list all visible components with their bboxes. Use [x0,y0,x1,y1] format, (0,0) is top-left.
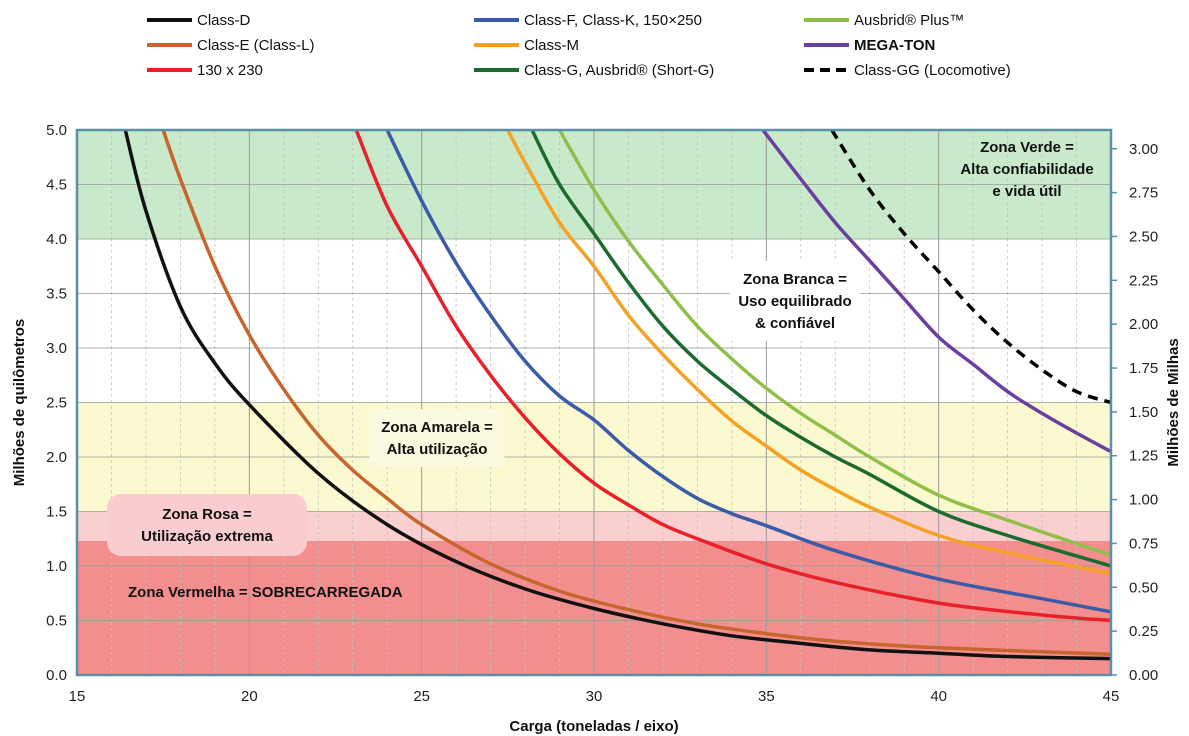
zone-label-line: Zona Branca = [743,271,847,288]
x-axis-ticks: 15 20 25 30 35 40 45 [69,688,1120,705]
x-axis-title: Carga (toneladas / eixo) [509,718,678,735]
series-line-7 [761,128,1112,454]
legend-label: Class-GG (Locomotive) [854,62,1011,79]
legend-label: 130 x 230 [197,62,263,79]
y-axis-ticks: 0.0 0.5 1.0 1.5 2.0 2.5 3.0 3.5 4.0 4.5 5.0 [46,122,67,684]
legend-label: Class-F, Class-K, 150×250 [524,12,702,29]
y-tick-label: 1.5 [46,504,67,521]
legend-label: MEGA-TON [854,37,935,54]
x-tick-label: 40 [930,688,947,705]
x-tick-label: 15 [69,688,86,705]
x-tick-label: 45 [1103,688,1120,705]
zone-label-box [369,409,505,467]
zone-label-line: Zona Amarela = [381,419,493,436]
zone-labels: Zona Verde = Alta confiabilidade e vida út… [107,139,1094,601]
x-tick-label: 35 [758,688,775,705]
zone-label-line: Zona Rosa = [162,506,252,523]
y2-tick-label: 1.75 [1129,360,1158,377]
y-tick-label: 5.0 [46,122,67,139]
legend-label: Class-E (Class-L) [197,37,315,54]
y2-tick-label: 2.00 [1129,316,1158,333]
series-line-1 [161,129,1112,657]
y-tick-label: 3.0 [46,340,67,357]
y2-tick-label: 0.00 [1129,667,1158,684]
y-tick-label: 1.0 [46,558,67,575]
series-line-4 [506,129,1112,576]
series-line-2 [354,129,1112,623]
legend-label: Class-G, Ausbrid® (Short-G) [524,62,714,79]
y2-tick-label: 0.75 [1129,535,1158,552]
y2-tick-label: 1.00 [1129,492,1158,509]
zone-label-box [730,261,860,341]
series-line-5 [530,129,1112,568]
x-tick-label: 20 [241,688,258,705]
x-tick-label: 30 [586,688,603,705]
y2-axis-title: Milhões de Milhas [1165,338,1182,466]
series-line-0 [123,129,1112,661]
y2-axis-ticks: 0.00 0.25 0.50 0.75 1.00 1.25 1.50 1.75 2.00 2.25… [1111,141,1158,684]
y2-tick-label: 0.25 [1129,623,1158,640]
y2-tick-label: 1.25 [1129,448,1158,465]
legend: Class-D Class-E (Class-L) 130 x 230 Class-F… [147,12,1011,79]
series-line-8 [830,129,1112,405]
y2-tick-label: 3.00 [1129,141,1158,158]
y-tick-label: 4.5 [46,177,67,194]
legend-label: Ausbrid® Plus™ [854,12,964,29]
y2-tick-label: 2.75 [1129,185,1158,202]
zone-label-line: Alta utilização [387,441,488,458]
y2-tick-label: 1.50 [1129,404,1158,421]
y-axis-title: Milhões de quilômetros [11,319,28,487]
y2-tick-label: 2.25 [1129,272,1158,289]
plot-frame [75,128,1113,677]
zone-label-line: Zona Verde = [980,139,1074,156]
zone-label-line: Utilização extrema [141,528,273,545]
zone-label-line: Uso equilibrado [738,293,851,310]
zone-label-line: Zona Vermelha = SOBRECARREGADA [128,584,403,601]
x-tick-label: 25 [413,688,430,705]
y-tick-label: 0.0 [46,667,67,684]
zone-label-line: Alta confiabilidade [960,161,1093,178]
y-tick-label: 3.5 [46,286,67,303]
y-tick-label: 0.5 [46,613,67,630]
y-tick-label: 4.0 [46,231,67,248]
series-line-6 [557,129,1112,557]
series-line-3 [385,129,1112,614]
legend-label: Class-D [197,12,251,29]
series-lines [123,128,1112,661]
y-tick-label: 2.0 [46,449,67,466]
zone-label-line: & confiável [755,315,835,332]
y2-tick-label: 2.50 [1129,228,1158,245]
zone-label-line: e vida útil [992,183,1061,200]
legend-label: Class-M [524,37,579,54]
y2-tick-label: 0.50 [1129,579,1158,596]
zone-label-box [107,494,307,556]
y-tick-label: 2.5 [46,395,67,412]
